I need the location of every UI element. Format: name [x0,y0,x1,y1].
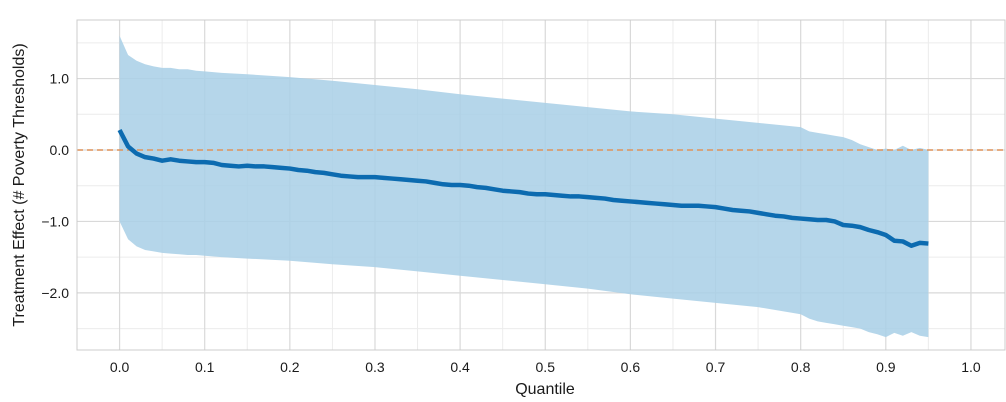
x-tick-label: 0.7 [706,359,726,375]
x-tick-label: 0.3 [365,359,385,375]
estimate-line-layer [117,128,929,248]
x-tick-labels: 0.0 0.1 0.2 0.3 0.4 0.5 0.6 0.7 0.8 0.9 1.0 [110,359,981,375]
y-tick-label: 1.0 [50,71,70,87]
x-axis-title: Quantile [515,381,575,398]
x-tick-label: 0.5 [536,359,556,375]
x-tick-label: 0.0 [110,359,130,375]
treatment-effect-line [117,128,929,248]
plot-frame [76,19,1006,351]
y-tick-labels: 1.0 0.0 −1.0 −2.0 [41,71,69,301]
plot-border [76,19,1006,351]
x-tick-label: 0.4 [450,359,470,375]
confidence-band [119,35,929,338]
y-tick-label: −1.0 [41,213,69,229]
x-tick-label: 1.0 [961,359,981,375]
x-tick-label: 0.9 [876,359,896,375]
x-tick-label: 0.1 [195,359,215,375]
y-axis-title: Treatment Effect (# Poverty Thresholds) [11,43,28,326]
y-tick-label: −2.0 [41,285,69,301]
x-tick-label: 0.8 [791,359,811,375]
confidence-band-layer [119,35,929,338]
y-tick-label: 0.0 [50,142,70,158]
x-tick-label: 0.6 [621,359,641,375]
x-tick-label: 0.2 [280,359,300,375]
